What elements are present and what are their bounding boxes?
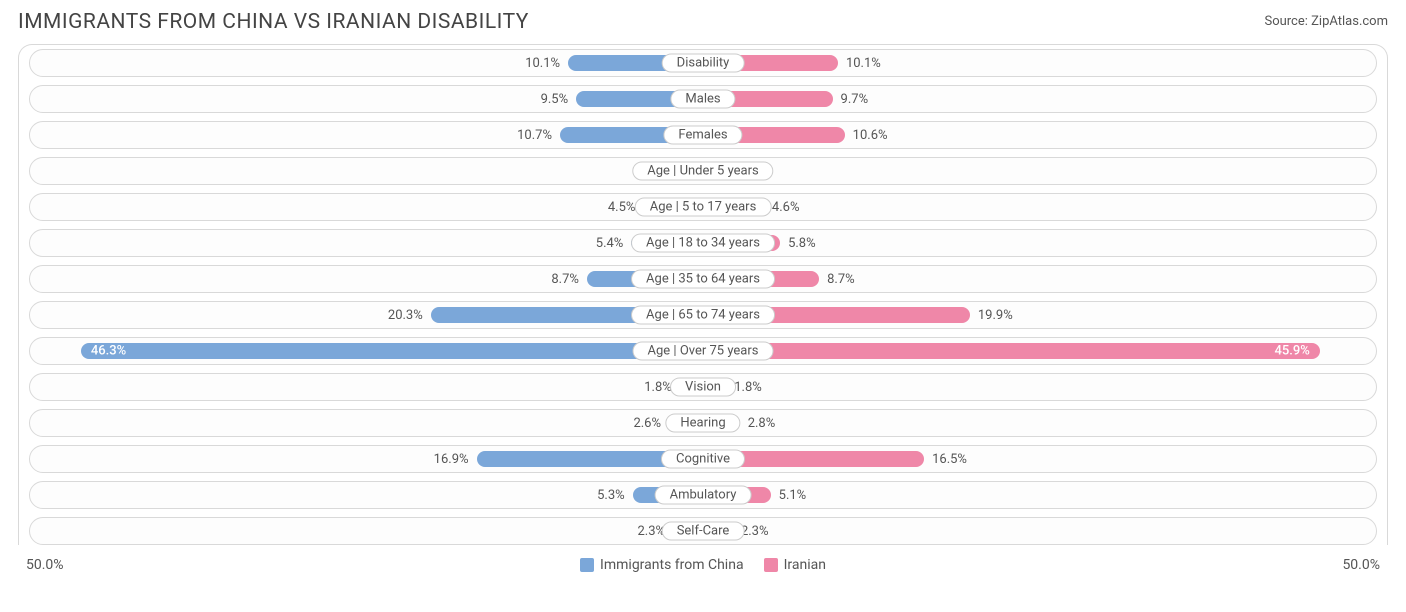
chart-row: 0.96%1.0%Age | Under 5 years (29, 157, 1377, 185)
value-label-left: 8.7% (551, 272, 579, 287)
row-right-half: 1.0% (703, 158, 1376, 184)
chart-row: 10.7% 10.6% Females (29, 121, 1377, 149)
chart-row: 1.8% 1.8%Vision (29, 373, 1377, 401)
chart-footer: 50.0% Immigrants from China Iranian 50.0… (26, 553, 1380, 573)
legend-label-right: Iranian (784, 557, 826, 573)
value-label-left: 46.3% (91, 344, 126, 359)
value-label-left: 16.9% (434, 452, 469, 467)
category-pill: Self-Care (662, 522, 745, 541)
row-left-half: 8.7% (30, 266, 703, 292)
row-left-half: 1.8% (30, 374, 703, 400)
category-pill: Ambulatory (655, 486, 752, 505)
row-right-half: 10.6% (703, 122, 1376, 148)
row-left-half: 9.5% (30, 86, 703, 112)
chart-row: 5.3% 5.1% Ambulatory (29, 481, 1377, 509)
value-label-right: 2.8% (748, 416, 776, 431)
category-pill: Females (663, 126, 742, 145)
value-label-right: 16.5% (932, 452, 967, 467)
category-pill: Age | 65 to 74 years (631, 306, 775, 325)
category-pill: Age | 18 to 34 years (631, 234, 775, 253)
row-right-half: 8.7% (703, 266, 1376, 292)
bar-left: 46.3% (81, 343, 704, 359)
row-left-half: 10.1% (30, 50, 703, 76)
chart-row: 20.3% 19.9% Age | 65 to 74 years (29, 301, 1377, 329)
row-right-half: 1.8% (703, 374, 1376, 400)
chart-row: 5.4% 5.8% Age | 18 to 34 years (29, 229, 1377, 257)
row-left-half: 10.7% (30, 122, 703, 148)
value-label-left: 10.1% (525, 56, 560, 71)
value-label-right: 2.3% (741, 524, 769, 539)
chart-row: 10.1% 10.1% Disability (29, 49, 1377, 77)
row-left-half: 5.4% (30, 230, 703, 256)
row-left-half: 2.6% (30, 410, 703, 436)
category-pill: Hearing (665, 414, 740, 433)
row-left-half: 0.96% (30, 158, 703, 184)
legend-swatch-right (764, 558, 778, 572)
category-pill: Vision (670, 378, 736, 397)
value-label-right: 10.1% (846, 56, 881, 71)
row-left-half: 5.3% (30, 482, 703, 508)
chart-row: 9.5% 9.7% Males (29, 85, 1377, 113)
row-left-half: 2.3% (30, 518, 703, 544)
legend: Immigrants from China Iranian (64, 557, 1343, 573)
value-label-right: 8.7% (827, 272, 855, 287)
bar-right: 45.9% (702, 343, 1320, 359)
row-right-half: 19.9% (703, 302, 1376, 328)
category-pill: Age | Under 5 years (632, 162, 773, 181)
category-pill: Cognitive (661, 450, 745, 469)
value-label-left: 9.5% (541, 92, 569, 107)
header: IMMIGRANTS FROM CHINA VS IRANIAN DISABIL… (0, 0, 1406, 38)
value-label-left: 20.3% (388, 308, 423, 323)
chart-row: 4.5% 4.6%Age | 5 to 17 years (29, 193, 1377, 221)
row-right-half: 16.5% (703, 446, 1376, 472)
row-left-half: 16.9% (30, 446, 703, 472)
legend-item-left: Immigrants from China (580, 557, 744, 573)
category-pill: Males (670, 90, 735, 109)
value-label-left: 1.8% (644, 380, 672, 395)
category-pill: Age | 35 to 64 years (631, 270, 775, 289)
row-left-half: 4.5% (30, 194, 703, 220)
axis-max-right: 50.0% (1342, 557, 1380, 573)
row-left-half: 20.3% (30, 302, 703, 328)
row-right-half: 4.6% (703, 194, 1376, 220)
category-pill: Age | 5 to 17 years (635, 198, 772, 217)
row-right-half: 5.8% (703, 230, 1376, 256)
value-label-right: 5.8% (788, 236, 816, 251)
value-label-right: 5.1% (779, 488, 807, 503)
chart-row: 16.9% 16.5% Cognitive (29, 445, 1377, 473)
axis-max-left: 50.0% (26, 557, 64, 573)
legend-swatch-left (580, 558, 594, 572)
value-label-left: 5.4% (596, 236, 624, 251)
row-right-half: 2.8% (703, 410, 1376, 436)
row-right-half: 45.9% (703, 338, 1376, 364)
category-pill: Disability (662, 54, 745, 73)
row-right-half: 9.7% (703, 86, 1376, 112)
value-label-right: 19.9% (978, 308, 1013, 323)
value-label-left: 4.5% (608, 200, 636, 215)
value-label-left: 2.6% (633, 416, 661, 431)
value-label-right: 45.9% (1274, 344, 1309, 359)
row-left-half: 46.3% (30, 338, 703, 364)
source-attribution: Source: ZipAtlas.com (1264, 10, 1388, 29)
row-right-half: 5.1% (703, 482, 1376, 508)
value-label-right: 10.6% (853, 128, 888, 143)
value-label-right: 4.6% (772, 200, 800, 215)
chart-area: 10.1%10.1%Disability9.5%9.7%Males10.7%10… (18, 44, 1388, 545)
chart-row: 8.7% 8.7% Age | 35 to 64 years (29, 265, 1377, 293)
value-label-right: 9.7% (841, 92, 869, 107)
chart-row: 46.3% 45.9% Age | Over 75 years (29, 337, 1377, 365)
chart-row: 2.3% 2.3%Self-Care (29, 517, 1377, 545)
chart-title: IMMIGRANTS FROM CHINA VS IRANIAN DISABIL… (18, 10, 529, 34)
value-label-left: 10.7% (517, 128, 552, 143)
category-pill: Age | Over 75 years (633, 342, 774, 361)
row-right-half: 2.3% (703, 518, 1376, 544)
value-label-right: 1.8% (734, 380, 762, 395)
chart-row: 2.6% 2.8% Hearing (29, 409, 1377, 437)
value-label-left: 5.3% (597, 488, 625, 503)
legend-label-left: Immigrants from China (600, 557, 744, 573)
row-right-half: 10.1% (703, 50, 1376, 76)
legend-item-right: Iranian (764, 557, 826, 573)
